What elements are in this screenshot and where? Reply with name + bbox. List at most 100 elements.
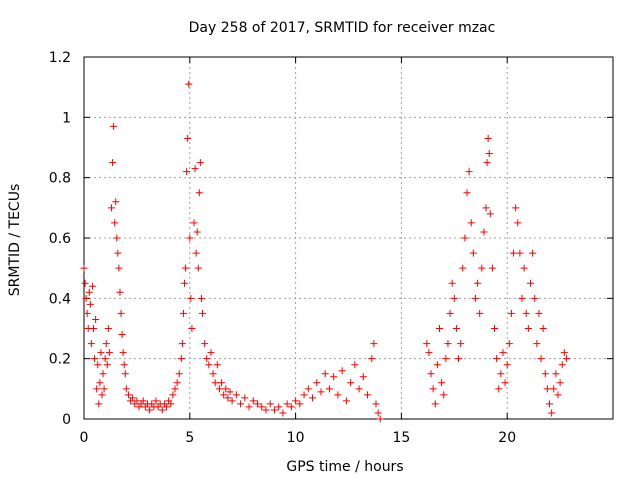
data-point bbox=[254, 400, 262, 408]
data-point bbox=[182, 264, 190, 272]
data-point bbox=[113, 234, 121, 242]
data-point bbox=[338, 367, 346, 375]
data-point bbox=[359, 373, 367, 381]
data-point bbox=[465, 168, 473, 176]
data-point bbox=[139, 397, 147, 405]
data-point bbox=[262, 406, 270, 414]
data-point bbox=[112, 198, 120, 206]
data-point bbox=[80, 264, 88, 272]
data-point bbox=[99, 370, 107, 378]
data-point bbox=[82, 294, 90, 302]
data-point bbox=[152, 397, 160, 405]
x-tick-label: 15 bbox=[392, 430, 410, 446]
data-point bbox=[554, 391, 562, 399]
data-point bbox=[209, 370, 217, 378]
data-point bbox=[376, 415, 384, 423]
data-point bbox=[459, 264, 467, 272]
data-point bbox=[541, 370, 549, 378]
data-point bbox=[507, 309, 515, 317]
data-point bbox=[442, 355, 450, 363]
data-point bbox=[497, 370, 505, 378]
data-point bbox=[215, 385, 223, 393]
data-point bbox=[560, 349, 568, 357]
data-point bbox=[355, 385, 363, 393]
data-point bbox=[201, 340, 209, 348]
data-point bbox=[474, 279, 482, 287]
data-point bbox=[109, 159, 117, 167]
data-point bbox=[100, 385, 108, 393]
data-point bbox=[325, 385, 333, 393]
data-point bbox=[193, 228, 201, 236]
data-point bbox=[120, 361, 128, 369]
data-point bbox=[486, 210, 494, 218]
data-point bbox=[444, 340, 452, 348]
data-point bbox=[198, 309, 206, 317]
data-point bbox=[292, 397, 300, 405]
data-point bbox=[552, 370, 560, 378]
data-point bbox=[224, 394, 232, 402]
data-point bbox=[429, 385, 437, 393]
data-point bbox=[431, 400, 439, 408]
data-point bbox=[433, 361, 441, 369]
data-point bbox=[185, 80, 193, 88]
data-point bbox=[300, 391, 308, 399]
data-point bbox=[95, 400, 103, 408]
data-point bbox=[88, 282, 96, 290]
data-point bbox=[93, 385, 101, 393]
data-point bbox=[211, 379, 219, 387]
data-point bbox=[427, 370, 435, 378]
data-point bbox=[108, 204, 116, 212]
data-point bbox=[450, 294, 458, 302]
data-point bbox=[167, 400, 175, 408]
data-point bbox=[228, 397, 236, 405]
data-point bbox=[186, 234, 194, 242]
data-point bbox=[501, 379, 509, 387]
y-tick-labels: 0 0.2 0.4 0.6 0.8 1 1.2 bbox=[49, 50, 71, 428]
data-point bbox=[482, 204, 490, 212]
data-point bbox=[558, 361, 566, 369]
y-tick-label: 0.6 bbox=[49, 231, 71, 247]
data-point bbox=[452, 325, 460, 332]
data-point bbox=[304, 385, 312, 393]
data-point bbox=[83, 309, 91, 317]
data-point bbox=[207, 349, 215, 357]
data-point bbox=[296, 400, 304, 408]
data-point bbox=[179, 309, 187, 317]
data-point bbox=[438, 379, 446, 387]
data-point bbox=[287, 403, 295, 411]
data-point bbox=[524, 325, 532, 332]
x-tick-labels: 0 5 10 15 20 bbox=[80, 430, 517, 446]
data-point bbox=[334, 391, 342, 399]
data-points bbox=[80, 80, 570, 423]
data-point bbox=[330, 373, 338, 381]
data-point bbox=[146, 406, 154, 414]
data-point bbox=[364, 391, 372, 399]
data-point bbox=[175, 370, 183, 378]
data-point bbox=[205, 361, 213, 369]
data-point bbox=[177, 355, 185, 363]
data-point bbox=[101, 355, 109, 363]
data-point bbox=[476, 309, 484, 317]
data-point bbox=[81, 279, 89, 287]
data-point bbox=[129, 394, 137, 402]
data-point bbox=[124, 391, 132, 399]
data-point bbox=[118, 331, 126, 339]
data-point bbox=[181, 279, 189, 287]
y-tick-label: 0.4 bbox=[49, 291, 71, 307]
data-point bbox=[87, 340, 95, 348]
data-point bbox=[163, 403, 171, 411]
x-tick-label: 20 bbox=[498, 430, 516, 446]
data-point bbox=[309, 394, 317, 402]
data-point bbox=[191, 165, 199, 173]
chart-title: Day 258 of 2017, SRMTID for receiver mza… bbox=[189, 20, 496, 36]
data-point bbox=[245, 403, 253, 411]
data-point bbox=[455, 355, 463, 363]
data-point bbox=[533, 340, 541, 348]
data-point bbox=[488, 264, 496, 272]
y-tick-label: 0.2 bbox=[49, 352, 71, 368]
data-point bbox=[548, 409, 556, 417]
y-tick-label: 1 bbox=[62, 110, 71, 126]
data-point bbox=[435, 325, 443, 332]
data-point bbox=[461, 234, 469, 242]
data-point bbox=[173, 379, 181, 387]
